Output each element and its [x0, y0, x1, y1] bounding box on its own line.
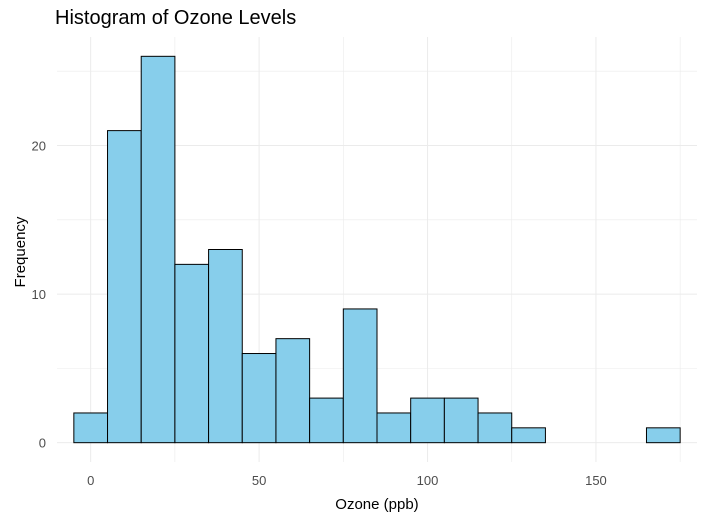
y-tick-label-0: 0 [39, 436, 46, 451]
x-tick-label-1: 50 [252, 473, 266, 488]
histogram-bar-17 [645, 427, 681, 444]
histogram-bar-12 [477, 412, 513, 444]
histogram-bar-11 [443, 397, 479, 444]
x-axis-ticks: 0 50 100 150 [87, 473, 607, 488]
histogram-bar-13 [511, 427, 546, 444]
x-axis-title: Ozone (ppb) [335, 496, 418, 513]
y-axis-title: Frequency [12, 216, 29, 287]
x-tick-label-3: 150 [585, 473, 607, 488]
chart-title: Histogram of Ozone Levels [55, 7, 297, 29]
y-tick-label-2: 20 [32, 138, 46, 153]
x-tick-label-2: 100 [417, 473, 439, 488]
histogram-bar-5 [241, 353, 277, 444]
bars-layer [73, 55, 681, 444]
histogram-bar-2 [140, 55, 176, 444]
histogram-bar-3 [174, 263, 210, 444]
histogram-bar-9 [376, 412, 412, 444]
y-tick-label-1: 10 [32, 287, 46, 302]
histogram-bar-4 [208, 249, 243, 444]
histogram-bar-0 [73, 412, 109, 444]
histogram-bar-8 [342, 308, 378, 444]
histogram-bar-10 [410, 397, 445, 444]
x-tick-label-0: 0 [87, 473, 94, 488]
histogram-bar-6 [275, 338, 311, 444]
histogram-bar-1 [107, 130, 142, 444]
y-axis-ticks: 0 10 20 [32, 138, 46, 450]
histogram-bar-7 [309, 397, 344, 444]
